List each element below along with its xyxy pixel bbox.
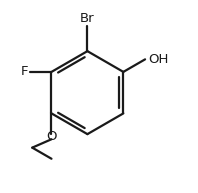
Text: O: O (46, 130, 57, 143)
Text: Br: Br (80, 12, 95, 25)
Text: F: F (21, 65, 29, 78)
Text: OH: OH (148, 53, 168, 66)
